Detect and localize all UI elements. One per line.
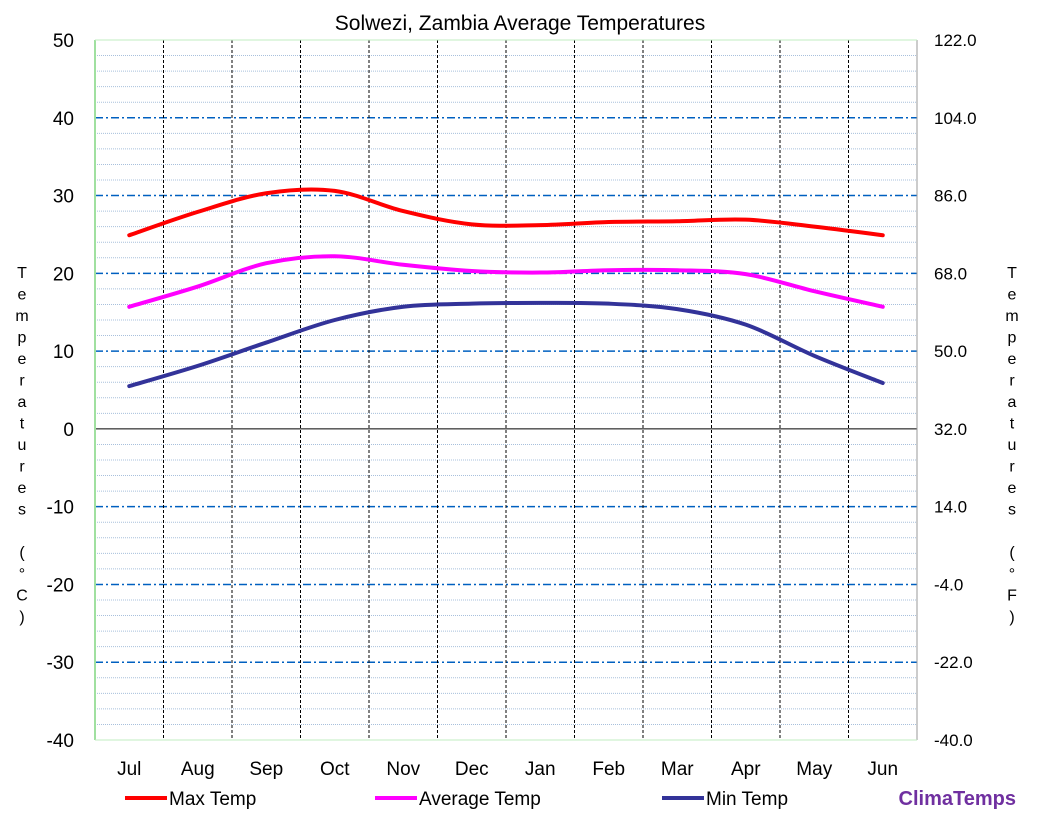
y-tick-left: -20 (47, 575, 74, 596)
y-axis-label-char: a (1008, 394, 1017, 411)
y-axis-label-char: u (1008, 437, 1017, 454)
chart-title: Solwezi, Zambia Average Temperatures (335, 12, 705, 35)
y-axis-label-char: e (1008, 287, 1017, 304)
y-axis-label-char: p (18, 330, 27, 347)
y-axis-label-char: m (15, 308, 28, 325)
x-tick-label: Jul (117, 759, 141, 780)
x-tick-label: May (796, 759, 832, 780)
x-tick-label: Mar (661, 759, 694, 780)
y-axis-label-char: a (18, 394, 27, 411)
y-axis-label-char: C (16, 588, 28, 605)
y-axis-label-char: e (1008, 351, 1017, 368)
x-tick-label: Sep (249, 759, 283, 780)
y-tick-right: 86.0 (934, 187, 967, 206)
y-axis-label-char: p (1008, 330, 1017, 347)
y-axis-label-char: F (1007, 588, 1017, 605)
y-tick-right: 104.0 (934, 109, 977, 128)
y-axis-label-char: ( (19, 545, 25, 562)
x-tick-label: Jun (867, 759, 898, 780)
y-tick-left: 30 (53, 187, 74, 208)
y-axis-label-char: u (18, 437, 27, 454)
y-tick-right: 68.0 (934, 264, 967, 283)
y-axis-label-char: ° (1009, 566, 1015, 583)
y-axis-label-char: ( (1009, 545, 1015, 562)
y-axis-label-char: e (18, 351, 27, 368)
x-tick-label: Jan (525, 759, 556, 780)
y-tick-left: 50 (53, 31, 74, 52)
y-axis-label-char: e (1008, 480, 1017, 497)
y-tick-left: 0 (63, 420, 74, 441)
y-axis-label-char: s (1008, 502, 1016, 519)
y-axis-label-char: r (1009, 373, 1015, 390)
x-tick-label: Dec (455, 759, 489, 780)
y-axis-label-char: t (1010, 416, 1015, 433)
x-tick-label: Aug (181, 759, 215, 780)
y-tick-right: -4.0 (934, 575, 963, 594)
y-axis-label-char: t (20, 416, 25, 433)
y-tick-right: -40.0 (934, 731, 973, 750)
series-line-average-temp (127, 254, 885, 309)
y-tick-right: 32.0 (934, 420, 967, 439)
y-axis-label-char: T (1007, 265, 1017, 282)
legend-label: Min Temp (706, 789, 788, 810)
series-line-max-temp (127, 187, 885, 238)
y-tick-left: 10 (53, 342, 74, 363)
y-tick-left: -30 (47, 653, 74, 674)
y-tick-left: 40 (53, 109, 74, 130)
legend-label: Max Temp (169, 789, 256, 810)
y-tick-left: -10 (47, 498, 74, 519)
y-axis-label-char: T (17, 265, 27, 282)
y-axis-label-char: r (19, 373, 25, 390)
y-tick-right: 122.0 (934, 31, 977, 50)
y-tick-right: 50.0 (934, 342, 967, 361)
x-tick-label: Feb (592, 759, 625, 780)
y-axis-label-char: ) (1009, 609, 1014, 626)
x-tick-label: Apr (731, 759, 761, 780)
y-axis-label-char: r (19, 459, 25, 476)
y-axis-label-char: ) (19, 609, 24, 626)
y-tick-left: -40 (47, 731, 74, 752)
y-axis-label-char: e (18, 480, 27, 497)
y-tick-left: 20 (53, 264, 74, 285)
x-tick-label: Nov (386, 759, 420, 780)
y-axis-label-char: ° (19, 566, 25, 583)
series-line-min-temp (127, 300, 885, 389)
y-tick-right: 14.0 (934, 498, 967, 517)
y-axis-label-char: m (1005, 308, 1018, 325)
y-axis-label-char: s (18, 502, 26, 519)
brand-logo: ClimaTemps (899, 788, 1016, 810)
x-tick-label: Oct (320, 759, 350, 780)
y-tick-right: -22.0 (934, 653, 973, 672)
legend-label: Average Temp (419, 789, 541, 810)
y-axis-label-char: e (18, 287, 27, 304)
y-axis-label-char: r (1009, 459, 1015, 476)
